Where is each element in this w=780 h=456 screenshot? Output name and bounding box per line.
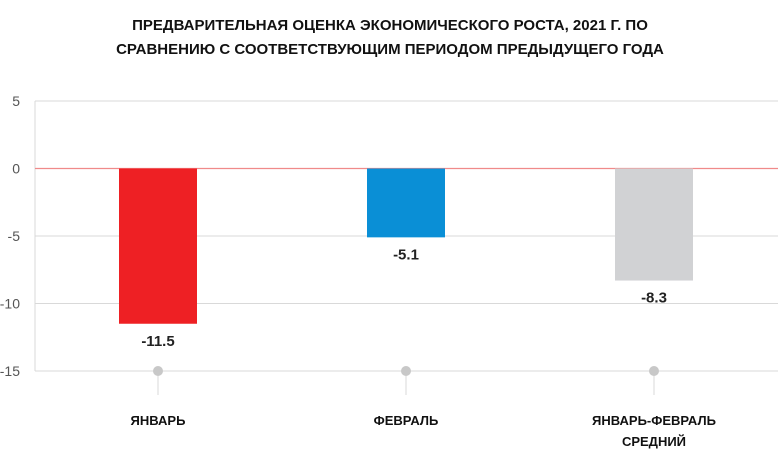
chart-title-line-2: СРАВНЕНИЮ С СООТВЕТСТВУЮЩИМ ПЕРИОДОМ ПРЕ…	[116, 41, 664, 58]
y-tick-label: -5	[8, 228, 21, 244]
bar	[119, 168, 197, 324]
bar	[615, 168, 693, 281]
chart-title: ПРЕДВАРИТЕЛЬНАЯ ОЦЕНКА ЭКОНОМИЧЕСКОГО РО…	[40, 14, 740, 62]
bar	[367, 168, 445, 238]
y-tick-label: -10	[0, 296, 20, 312]
data-labels: -11.5 -5.1 -8.3	[141, 246, 667, 349]
category-label: ЯНВАРЬ-ФЕВРАЛЬ	[592, 413, 716, 428]
category-markers	[122, 366, 690, 395]
category-label: СРЕДНИЙ	[622, 434, 686, 449]
y-tick-label: -15	[0, 363, 20, 379]
bars	[119, 168, 693, 324]
chart-title-line-1: ПРЕДВАРИТЕЛЬНАЯ ОЦЕНКА ЭКОНОМИЧЕСКОГО РО…	[132, 17, 648, 34]
category-dot	[153, 366, 163, 376]
category-dot	[649, 366, 659, 376]
y-tick-label: 0	[12, 161, 20, 177]
category-label: ЯНВАРЬ	[131, 413, 186, 428]
category-labels: ЯНВАРЬ ФЕВРАЛЬ ЯНВАРЬ-ФЕВРАЛЬ СРЕДНИЙ	[131, 413, 716, 449]
category-label: ФЕВРАЛЬ	[374, 413, 439, 428]
data-label: -5.1	[393, 246, 419, 263]
data-label: -11.5	[141, 333, 174, 350]
data-label: -8.3	[641, 290, 667, 307]
y-axis-ticks: 5 0 -5 -10 -15	[0, 93, 20, 379]
category-dot	[401, 366, 411, 376]
y-tick-label: 5	[12, 93, 20, 109]
